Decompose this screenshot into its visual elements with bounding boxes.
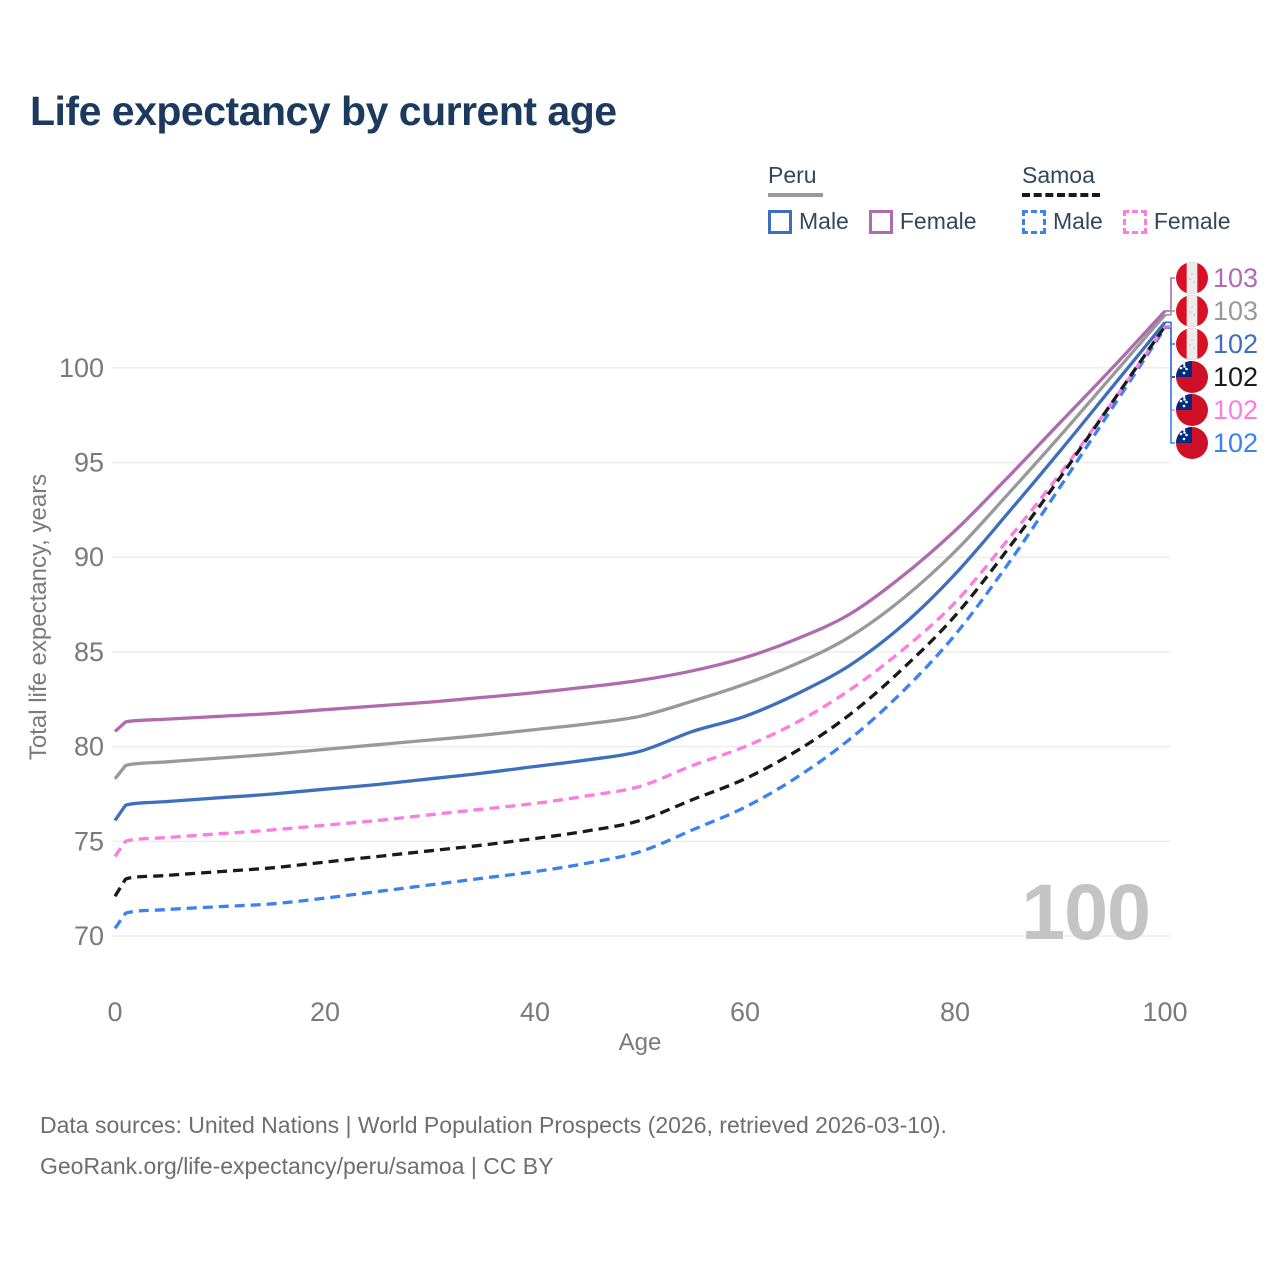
samoa-female-swatch [1122,209,1147,234]
y-tick-label: 95 [74,448,104,478]
footer-attribution: GeoRank.org/life-expectancy/peru/samoa |… [40,1153,554,1179]
series-line-samoa-female[interactable] [113,325,1167,858]
footer: Data sources: United Nations | World Pop… [40,1105,947,1187]
y-axis-title: Total life expectancy, years [25,474,52,760]
legend-item-samoa-female[interactable]: Female [1122,208,1231,235]
legend-item-label: Female [899,208,977,234]
legend-country-label-peru: Peru [768,162,817,188]
legend-item-label: Male [1053,208,1103,234]
flag-icon-peru [1176,328,1208,360]
x-tick-label: 20 [310,997,340,1027]
age-counter-watermark: 100 [1021,867,1151,956]
x-tick-label: 40 [520,997,550,1027]
end-value-label: 102 [1213,329,1258,359]
y-tick-label: 70 [74,921,104,951]
end-label-row: 102 [1176,328,1258,360]
legend-item-peru-male[interactable]: Male [768,208,849,235]
footer-data-sources: Data sources: United Nations | World Pop… [40,1112,947,1138]
x-tick-label: 0 [107,997,122,1027]
legend-item-samoa-male[interactable]: Male [1022,208,1103,235]
flag-icon-peru [1176,295,1208,327]
end-label-row: 102 [1176,394,1258,426]
x-tick-label: 60 [730,997,760,1027]
series-line-peru-both-sexes[interactable] [113,313,1167,780]
y-tick-label: 75 [74,826,104,856]
legend-item-peru-female[interactable]: Female [868,208,977,235]
page-title: Life expectancy by current age [30,88,617,134]
x-tick-label: 100 [1142,997,1187,1027]
end-value-label: 103 [1213,263,1258,293]
y-tick-label: 80 [74,732,104,762]
flag-icon-samoa [1176,394,1208,426]
end-label-connector [1165,310,1175,316]
x-tick-label: 80 [940,997,970,1027]
legend-item-label: Male [799,208,849,234]
series-line-samoa-both-sexes[interactable] [113,325,1167,898]
end-value-label: 102 [1213,395,1258,425]
end-value-label: 103 [1213,296,1258,326]
legend-item-label: Female [1153,208,1231,234]
end-label-row: 102 [1176,361,1258,393]
end-value-label: 102 [1213,362,1258,392]
y-tick-label: 90 [74,542,104,572]
peru-female-swatch [868,209,893,234]
y-tick-label: 100 [59,353,104,383]
y-tick-label: 85 [74,637,104,667]
end-label-row: 103 [1176,295,1258,327]
legend-group-peru: Peru Male Female [768,162,977,235]
end-label-row: 102 [1176,427,1258,459]
series-line-peru-male[interactable] [113,321,1167,822]
series-line-peru-female[interactable] [113,309,1167,733]
end-value-label: 102 [1213,428,1258,458]
flag-icon-peru [1176,262,1208,294]
end-label-row: 103 [1176,262,1258,294]
end-label-connector [1165,277,1175,312]
end-label-connector [1165,325,1175,378]
samoa-male-swatch [1022,209,1046,234]
legend-country-label-samoa: Samoa [1022,162,1095,188]
legend-country-samoa[interactable]: Samoa [1022,162,1231,197]
flag-icon-samoa [1176,427,1208,459]
flag-icon-samoa [1176,361,1208,393]
series-line-samoa-male[interactable] [113,327,1167,930]
peru-line-style-swatch [768,193,823,197]
peru-male-swatch [768,209,792,234]
legend-group-samoa: Samoa Male Female [1022,162,1231,235]
x-axis-title: Age [619,1029,662,1056]
samoa-line-style-swatch [1022,193,1100,197]
legend-country-peru[interactable]: Peru [768,162,977,197]
end-label-connector [1165,327,1175,444]
